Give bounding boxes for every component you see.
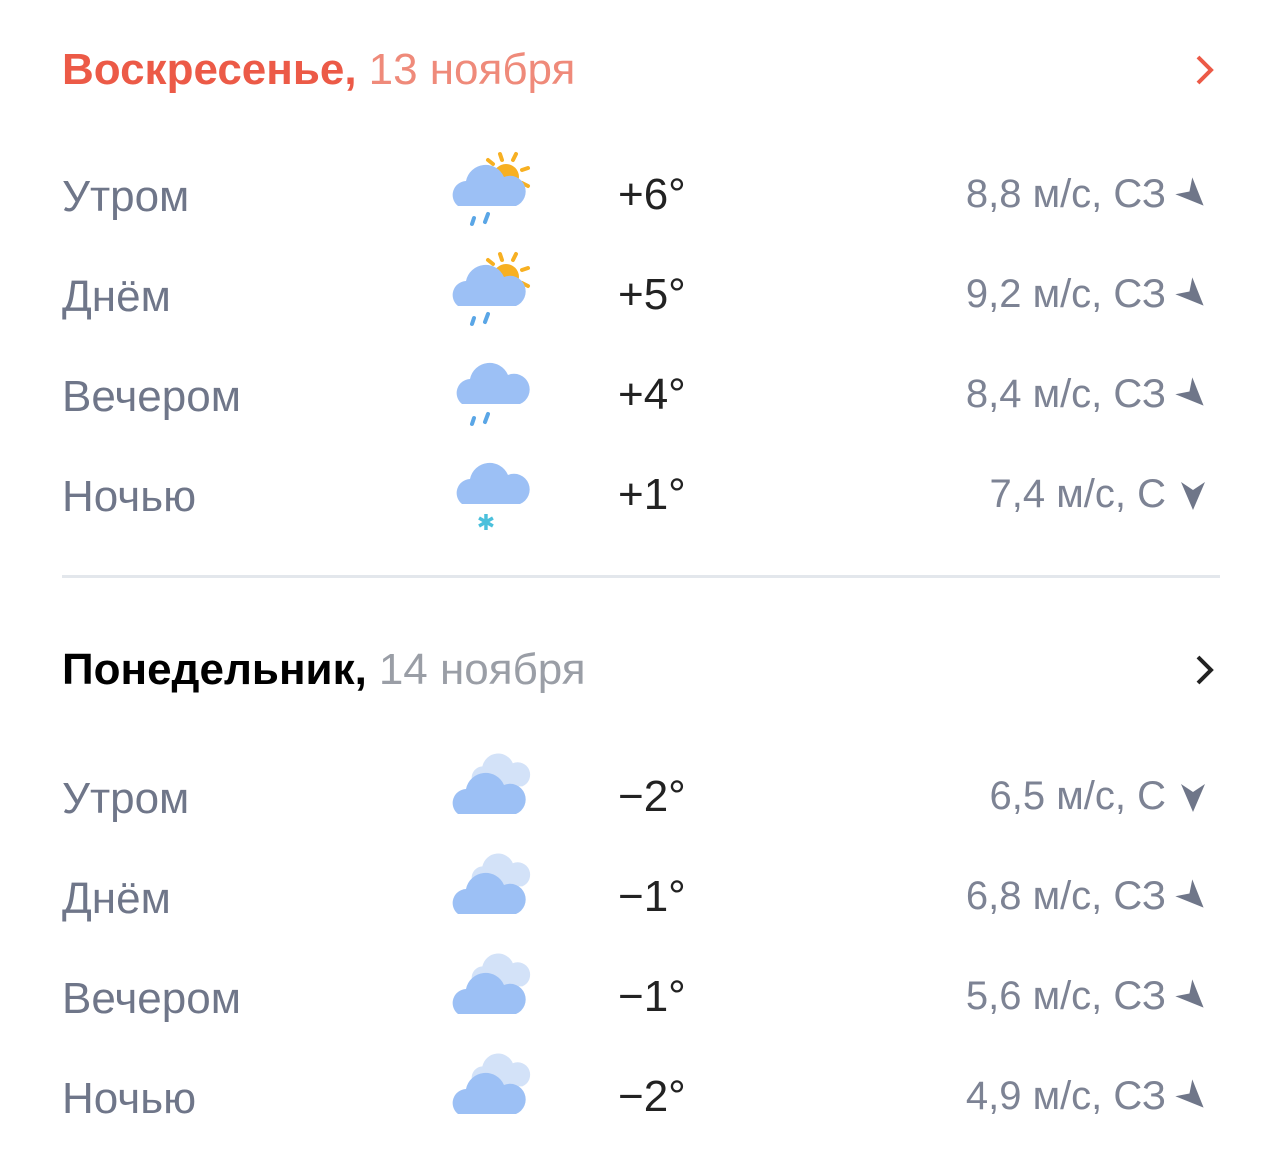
overcast-icon bbox=[448, 852, 538, 942]
overcast-icon bbox=[448, 752, 538, 842]
temperature: +6° bbox=[618, 170, 686, 219]
temperature: −1° bbox=[618, 972, 686, 1021]
forecast-row: Вечером +4° 8,4 м/с, СЗ bbox=[62, 350, 1220, 450]
day-date: 14 ноября bbox=[378, 645, 586, 694]
wind-direction-icon bbox=[1176, 780, 1210, 814]
time-of-day: Днём bbox=[62, 874, 171, 923]
day-divider bbox=[62, 575, 1220, 578]
forecast-row: Утром +6° 8,8 м/с, СЗ bbox=[62, 150, 1220, 250]
time-of-day: Вечером bbox=[62, 974, 241, 1023]
time-of-day: Ночью bbox=[62, 472, 197, 521]
day-name: Понедельник, bbox=[62, 645, 367, 694]
time-of-day: Утром bbox=[62, 172, 190, 221]
temperature: −2° bbox=[618, 772, 686, 821]
forecast-row: Днём −1° 6,8 м/с, СЗ bbox=[62, 852, 1220, 952]
wind-direction-icon bbox=[1175, 177, 1210, 212]
cloud-snow-icon: ✱ bbox=[448, 450, 538, 540]
time-of-day: Утром bbox=[62, 774, 190, 823]
wind-direction-icon bbox=[1175, 377, 1210, 412]
wind-direction-icon bbox=[1176, 478, 1210, 512]
day-forecast: Воскресенье, 13 ноября Утром +6° 8,8 м/с,… bbox=[62, 40, 1220, 550]
time-of-day: Ночью bbox=[62, 1074, 197, 1123]
forecast-row: Ночью ✱ +1° 7,4 м/с, С bbox=[62, 450, 1220, 550]
overcast-icon bbox=[448, 952, 538, 1042]
overcast-icon bbox=[448, 1052, 538, 1142]
wind-direction-icon bbox=[1175, 1079, 1210, 1114]
wind: 4,9 м/с, СЗ bbox=[965, 1074, 1166, 1118]
wind-direction-icon bbox=[1175, 277, 1210, 312]
day-date: 13 ноября bbox=[368, 45, 576, 94]
wind: 9,2 м/с, СЗ bbox=[965, 272, 1166, 316]
day-header[interactable]: Понедельник, 14 ноября bbox=[62, 640, 1220, 700]
temperature: +5° bbox=[618, 270, 686, 319]
wind: 7,4 м/с, С bbox=[989, 472, 1166, 516]
forecast-row: Вечером −1° 5,6 м/с, СЗ bbox=[62, 952, 1220, 1052]
partly-cloudy-rain-icon bbox=[448, 250, 538, 340]
chevron-right-icon[interactable] bbox=[1190, 50, 1220, 90]
wind: 6,8 м/с, СЗ bbox=[965, 874, 1166, 918]
wind: 5,6 м/с, СЗ bbox=[965, 974, 1166, 1018]
wind-direction-icon bbox=[1175, 979, 1210, 1014]
time-of-day: Вечером bbox=[62, 372, 241, 421]
forecast-row: Утром −2° 6,5 м/с, С bbox=[62, 752, 1220, 852]
day-header[interactable]: Воскресенье, 13 ноября bbox=[62, 40, 1220, 100]
day-name: Воскресенье, bbox=[62, 45, 357, 94]
temperature: +4° bbox=[618, 370, 686, 419]
forecast-row: Ночью −2° 4,9 м/с, СЗ bbox=[62, 1052, 1220, 1152]
temperature: −1° bbox=[618, 872, 686, 921]
partly-cloudy-rain-icon bbox=[448, 150, 538, 240]
wind: 8,8 м/с, СЗ bbox=[965, 172, 1166, 216]
chevron-right-icon[interactable] bbox=[1190, 650, 1220, 690]
wind-direction-icon bbox=[1175, 879, 1210, 914]
wind: 8,4 м/с, СЗ bbox=[965, 372, 1166, 416]
temperature: +1° bbox=[618, 470, 686, 519]
day-forecast: Понедельник, 14 ноября Утром −2° 6,5 м/с,… bbox=[62, 640, 1220, 1152]
temperature: −2° bbox=[618, 1072, 686, 1121]
time-of-day: Днём bbox=[62, 272, 171, 321]
svg-text:✱: ✱ bbox=[477, 511, 495, 536]
wind: 6,5 м/с, С bbox=[989, 774, 1166, 818]
forecast-row: Днём +5° 9,2 м/с, СЗ bbox=[62, 250, 1220, 350]
cloud-rain-icon bbox=[448, 350, 538, 440]
